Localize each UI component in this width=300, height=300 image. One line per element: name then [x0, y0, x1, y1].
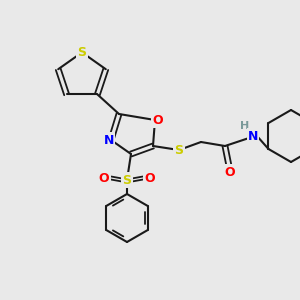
Text: O: O: [145, 172, 155, 184]
Text: O: O: [153, 113, 163, 127]
Text: S: S: [175, 143, 184, 157]
Text: S: S: [77, 46, 86, 59]
Text: N: N: [104, 134, 114, 146]
Text: O: O: [225, 166, 235, 178]
Text: S: S: [122, 173, 131, 187]
Text: N: N: [248, 130, 258, 142]
Text: O: O: [99, 172, 109, 184]
Text: H: H: [240, 121, 250, 131]
